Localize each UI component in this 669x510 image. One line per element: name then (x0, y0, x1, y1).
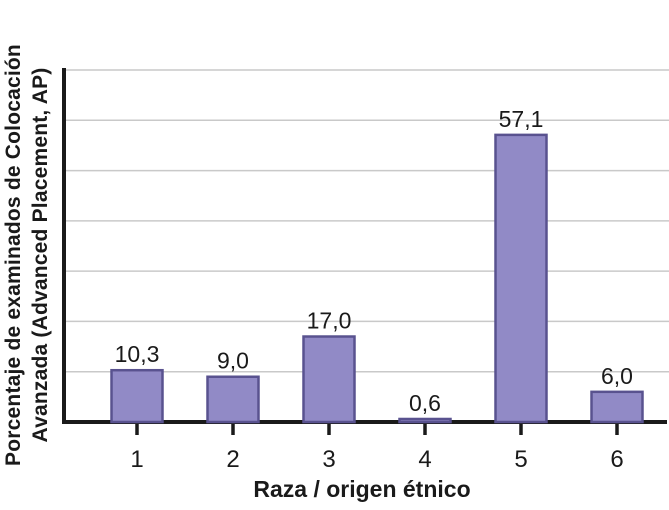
bar (302, 335, 356, 424)
bar-value-label: 9,0 (217, 348, 249, 374)
bar (206, 375, 260, 424)
y-axis-title-line1: Porcentaje de examinados de Colocación (2, 44, 25, 466)
x-tick-label: 6 (610, 446, 623, 473)
bar (398, 417, 452, 424)
bar-value-label: 17,0 (307, 308, 352, 334)
y-axis-title-line2: Avanzada (Advanced Placement, AP) (29, 67, 52, 443)
y-axis-title: Porcentaje de examinados de Colocación A… (0, 0, 58, 510)
bar (110, 368, 164, 424)
bar-value-label: 10,3 (115, 341, 160, 367)
x-axis-title: Raza / origen étnico (253, 476, 471, 502)
x-tick-label: 1 (130, 446, 143, 473)
bar (590, 390, 644, 424)
x-tick-label: 4 (418, 446, 431, 473)
x-tick-label: 3 (322, 446, 335, 473)
bar (494, 133, 548, 424)
x-tick-label: 2 (226, 446, 239, 473)
bar-value-label: 6,0 (601, 363, 633, 389)
x-tick-label: 5 (514, 446, 527, 473)
bar-value-label: 57,1 (499, 106, 544, 132)
bar-value-label: 0,6 (409, 390, 441, 416)
